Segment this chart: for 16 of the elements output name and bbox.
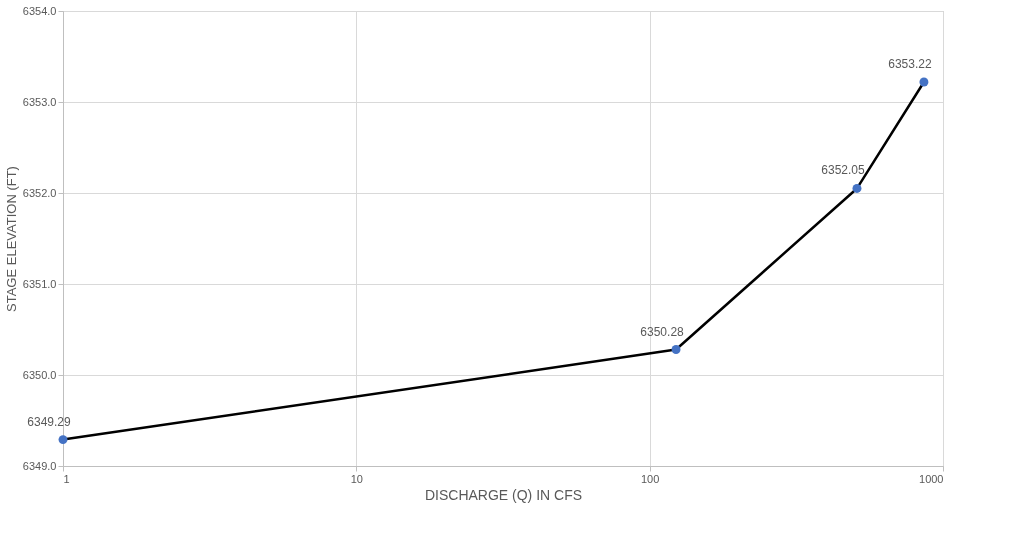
data-label: 6353.22 [888,56,932,71]
data-label: 6350.28 [640,324,685,339]
y-tick-label: 6353.0 [22,95,57,108]
y-tick-label: 6352.0 [22,186,57,199]
x-tick-label: 1 [63,472,70,485]
y-axis-title: STAGE ELEVATION (FT) [3,166,19,312]
x-tick-label: 10 [350,472,363,485]
y-tick-label: 6350.0 [22,368,57,381]
data-label: 6349.29 [27,414,72,429]
x-tick-label: 1000 [919,472,944,485]
y-tick-label: 6351.0 [22,277,57,290]
data-label: 6352.05 [821,163,865,178]
y-tick-label: 6349.0 [22,459,57,472]
x-axis-title: DISCHARGE (Q) IN CFS [424,486,583,503]
x-tick-label: 100 [640,472,660,485]
y-tick-label: 6354.0 [22,4,57,17]
